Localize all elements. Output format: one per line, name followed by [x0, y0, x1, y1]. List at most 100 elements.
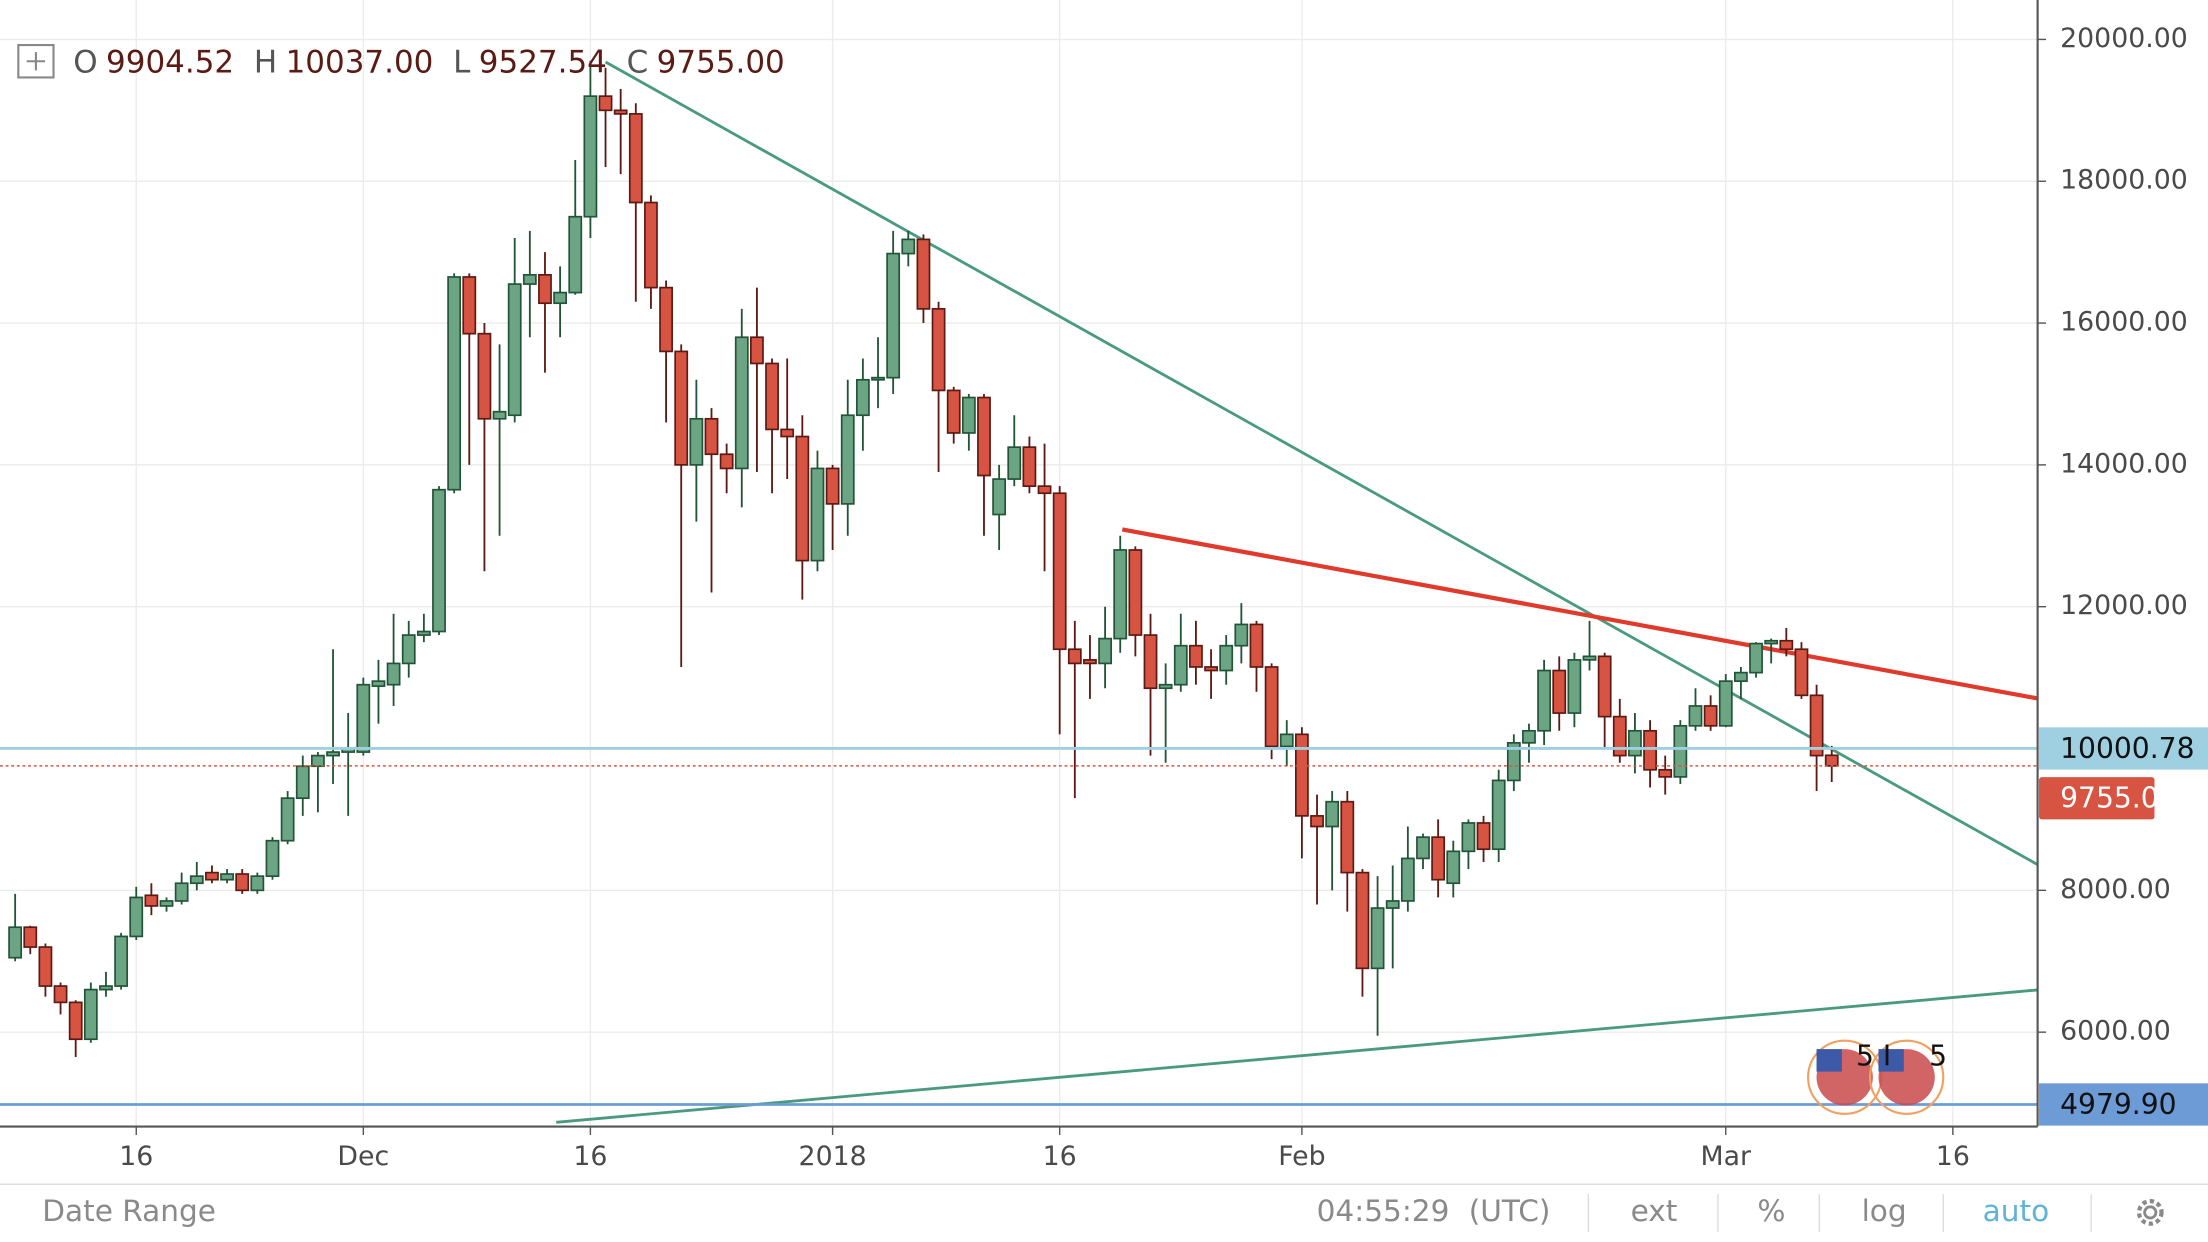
candle-body [689, 417, 704, 466]
flag-canton [1878, 1049, 1904, 1072]
candle-body [1794, 648, 1809, 697]
candle-body [129, 896, 144, 938]
candle-body [901, 238, 916, 255]
candle-body [1128, 549, 1143, 636]
candle-body [447, 276, 462, 491]
candle-body [1249, 623, 1264, 668]
candle-body [598, 95, 613, 112]
candle-body [1037, 485, 1052, 495]
legend-value: 10037.00 [286, 44, 434, 80]
last-price-label: 9755.00 [2060, 782, 2176, 815]
log-button[interactable]: log [1862, 1194, 1907, 1228]
candle-body [144, 894, 159, 907]
date-range-button[interactable]: Date Range [42, 1194, 216, 1228]
candle-body [1582, 655, 1597, 661]
candle-body [1628, 729, 1642, 757]
candle-body [311, 754, 325, 768]
ext-button[interactable]: ext [1631, 1194, 1678, 1228]
candle-body [371, 680, 386, 687]
overlays [0, 747, 2038, 1106]
trend-line [604, 60, 2039, 866]
candle-body [8, 926, 23, 959]
candle-body [522, 273, 537, 285]
settings-button[interactable] [2136, 1199, 2164, 1226]
candle-body [1764, 639, 1779, 645]
y-tick-label: 20000.00 [2060, 23, 2188, 54]
candle-body [871, 376, 885, 381]
candle-body [492, 410, 507, 420]
candle-body [1703, 705, 1718, 727]
candle-body [1067, 648, 1082, 665]
candle-body [220, 873, 234, 881]
candle-body [704, 417, 719, 456]
clock: 04:55:29 [1317, 1194, 1450, 1228]
candle-body [734, 336, 749, 470]
candle-body [1279, 733, 1294, 748]
y-tick-label: 8000.00 [2060, 874, 2171, 905]
auto-button[interactable]: auto [1983, 1194, 2050, 1228]
candle-body [1446, 850, 1461, 885]
candle-body [1779, 639, 1794, 651]
candle-body [1658, 768, 1673, 778]
legend-key: H [254, 44, 277, 80]
candle-body [916, 238, 931, 310]
x-tick-label: Dec [337, 1141, 389, 1172]
trend-line [556, 988, 2038, 1124]
candle-body [1552, 669, 1567, 714]
candles [8, 60, 1839, 1057]
candle-body [1189, 644, 1203, 668]
candle-body [750, 336, 764, 365]
gear [2143, 1205, 2158, 1220]
legend-value: 9904.52 [106, 44, 234, 80]
event-flags: 5 I 5 [1807, 1039, 1947, 1115]
candle-body [1688, 705, 1703, 727]
candle-body [1597, 655, 1612, 718]
percent-button[interactable]: % [1757, 1194, 1785, 1228]
candle-body [1355, 871, 1370, 970]
candle-body [1824, 754, 1839, 767]
y-tick-label: 12000.00 [2060, 590, 2188, 621]
candle-body [174, 882, 189, 902]
legend-key: L [453, 44, 471, 80]
candle-body [659, 286, 673, 353]
candle-body [462, 276, 477, 335]
candle-body [416, 630, 431, 636]
candle-body [583, 95, 598, 218]
candle-body [265, 839, 280, 877]
candle-body [931, 308, 946, 392]
y-tick-label: 6000.00 [2060, 1016, 2171, 1047]
y-tick-label: 14000.00 [2060, 448, 2188, 479]
candle-body [83, 988, 98, 1041]
candle-body [855, 378, 870, 417]
candle-body [326, 751, 340, 757]
legend-key: O [73, 44, 97, 80]
price-label: 10000.78 [2060, 732, 2194, 765]
candle-body [1294, 733, 1309, 817]
x-tick-label: 16 [119, 1141, 153, 1172]
candle-body [780, 428, 795, 438]
candle-body [1340, 800, 1355, 874]
candle-body [765, 362, 779, 431]
candle-body [1431, 836, 1446, 881]
candle-body [1007, 446, 1022, 480]
event-flag[interactable] [1868, 1039, 1945, 1115]
candle-body [961, 396, 976, 434]
candle-body [1173, 644, 1188, 686]
candle-body [53, 985, 68, 1004]
candle-body [1734, 671, 1748, 682]
candle-body [1809, 694, 1824, 757]
candle-body [1143, 634, 1158, 690]
candle-body [477, 332, 492, 420]
candle-body [1083, 659, 1097, 665]
candle-body [568, 215, 583, 294]
timezone[interactable]: (UTC) [1469, 1194, 1551, 1228]
last-price-box [2039, 777, 2155, 820]
candle-body [205, 871, 219, 881]
candle-body [99, 985, 113, 991]
candle-body [886, 252, 901, 379]
x-tick-label: 16 [1936, 1141, 1970, 1172]
trend-line [1121, 527, 2038, 701]
